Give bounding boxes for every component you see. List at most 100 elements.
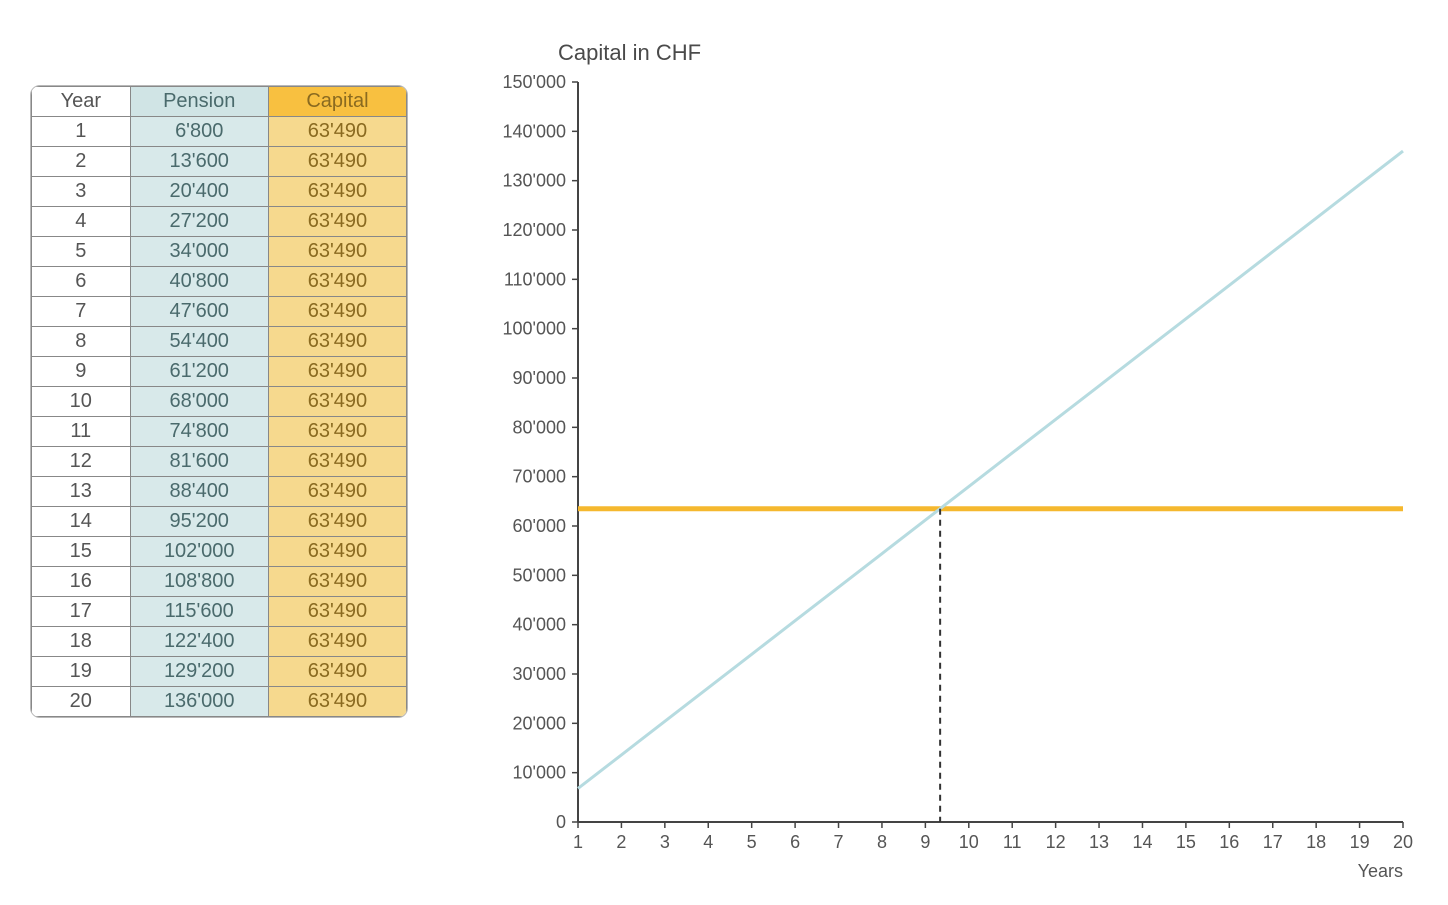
x-tick-label: 15 bbox=[1176, 832, 1196, 852]
cell-pension: 68'000 bbox=[130, 387, 268, 417]
cell-pension: 88'400 bbox=[130, 477, 268, 507]
cell-year: 6 bbox=[32, 267, 131, 297]
cell-capital: 63'490 bbox=[268, 567, 406, 597]
y-tick-label: 20'000 bbox=[513, 713, 567, 733]
chart-container: Capital in CHF 010'00020'00030'00040'000… bbox=[488, 40, 1418, 892]
table-row: 213'60063'490 bbox=[32, 147, 407, 177]
x-tick-label: 10 bbox=[959, 832, 979, 852]
cell-capital: 63'490 bbox=[268, 387, 406, 417]
cell-year: 17 bbox=[32, 597, 131, 627]
cell-pension: 54'400 bbox=[130, 327, 268, 357]
table-row: 19129'20063'490 bbox=[32, 657, 407, 687]
cell-pension: 115'600 bbox=[130, 597, 268, 627]
table-row: 427'20063'490 bbox=[32, 207, 407, 237]
cell-year: 12 bbox=[32, 447, 131, 477]
cell-year: 9 bbox=[32, 357, 131, 387]
cell-capital: 63'490 bbox=[268, 237, 406, 267]
table-row: 17115'60063'490 bbox=[32, 597, 407, 627]
table-row: 961'20063'490 bbox=[32, 357, 407, 387]
cell-year: 18 bbox=[32, 627, 131, 657]
table-row: 1388'40063'490 bbox=[32, 477, 407, 507]
table-row: 16108'80063'490 bbox=[32, 567, 407, 597]
x-tick-label: 16 bbox=[1219, 832, 1239, 852]
cell-capital: 63'490 bbox=[268, 627, 406, 657]
x-tick-label: 6 bbox=[790, 832, 800, 852]
x-tick-label: 3 bbox=[660, 832, 670, 852]
cell-year: 8 bbox=[32, 327, 131, 357]
x-tick-label: 1 bbox=[573, 832, 583, 852]
y-tick-label: 90'000 bbox=[513, 368, 567, 388]
cell-year: 2 bbox=[32, 147, 131, 177]
table-row: 16'80063'490 bbox=[32, 117, 407, 147]
cell-year: 7 bbox=[32, 297, 131, 327]
x-tick-label: 7 bbox=[834, 832, 844, 852]
header-pension: Pension bbox=[130, 87, 268, 117]
table-row: 1174'80063'490 bbox=[32, 417, 407, 447]
x-tick-label: 9 bbox=[920, 832, 930, 852]
series-pension bbox=[578, 151, 1403, 788]
x-tick-label: 14 bbox=[1132, 832, 1152, 852]
header-year: Year bbox=[32, 87, 131, 117]
cell-pension: 6'800 bbox=[130, 117, 268, 147]
table-row: 534'00063'490 bbox=[32, 237, 407, 267]
cell-year: 1 bbox=[32, 117, 131, 147]
x-tick-label: 8 bbox=[877, 832, 887, 852]
cell-capital: 63'490 bbox=[268, 537, 406, 567]
y-tick-label: 70'000 bbox=[513, 467, 567, 487]
table-row: 640'80063'490 bbox=[32, 267, 407, 297]
x-tick-label: 20 bbox=[1393, 832, 1413, 852]
cell-pension: 129'200 bbox=[130, 657, 268, 687]
cell-capital: 63'490 bbox=[268, 177, 406, 207]
cell-capital: 63'490 bbox=[268, 327, 406, 357]
x-tick-label: 18 bbox=[1306, 832, 1326, 852]
y-tick-label: 80'000 bbox=[513, 417, 567, 437]
x-tick-label: 17 bbox=[1263, 832, 1283, 852]
cell-capital: 63'490 bbox=[268, 597, 406, 627]
cell-year: 16 bbox=[32, 567, 131, 597]
y-tick-label: 50'000 bbox=[513, 565, 567, 585]
chart-title: Capital in CHF bbox=[558, 40, 1418, 66]
table-row: 747'60063'490 bbox=[32, 297, 407, 327]
cell-capital: 63'490 bbox=[268, 207, 406, 237]
cell-year: 13 bbox=[32, 477, 131, 507]
cell-capital: 63'490 bbox=[268, 447, 406, 477]
cell-pension: 27'200 bbox=[130, 207, 268, 237]
cell-capital: 63'490 bbox=[268, 117, 406, 147]
cell-pension: 102'000 bbox=[130, 537, 268, 567]
table-row: 18122'40063'490 bbox=[32, 627, 407, 657]
x-tick-label: 2 bbox=[616, 832, 626, 852]
x-axis-label: Years bbox=[1358, 861, 1403, 881]
cell-year: 19 bbox=[32, 657, 131, 687]
y-tick-label: 140'000 bbox=[502, 121, 566, 141]
cell-year: 3 bbox=[32, 177, 131, 207]
cell-year: 15 bbox=[32, 537, 131, 567]
cell-year: 5 bbox=[32, 237, 131, 267]
y-tick-label: 30'000 bbox=[513, 664, 567, 684]
table-row: 854'40063'490 bbox=[32, 327, 407, 357]
cell-year: 10 bbox=[32, 387, 131, 417]
cell-year: 11 bbox=[32, 417, 131, 447]
cell-pension: 81'600 bbox=[130, 447, 268, 477]
table-row: 320'40063'490 bbox=[32, 177, 407, 207]
y-tick-label: 150'000 bbox=[502, 72, 566, 92]
cell-capital: 63'490 bbox=[268, 477, 406, 507]
y-tick-label: 100'000 bbox=[502, 319, 566, 339]
table-row: 1068'00063'490 bbox=[32, 387, 407, 417]
cell-pension: 122'400 bbox=[130, 627, 268, 657]
cell-capital: 63'490 bbox=[268, 687, 406, 717]
x-tick-label: 12 bbox=[1046, 832, 1066, 852]
y-tick-label: 110'000 bbox=[504, 269, 566, 289]
x-tick-label: 4 bbox=[703, 832, 713, 852]
y-tick-label: 130'000 bbox=[502, 171, 566, 191]
y-tick-label: 60'000 bbox=[513, 516, 567, 536]
cell-pension: 108'800 bbox=[130, 567, 268, 597]
x-tick-label: 5 bbox=[747, 832, 757, 852]
cell-pension: 20'400 bbox=[130, 177, 268, 207]
x-tick-label: 11 bbox=[1003, 832, 1022, 852]
y-tick-label: 10'000 bbox=[513, 763, 567, 783]
x-tick-label: 13 bbox=[1089, 832, 1109, 852]
y-tick-label: 120'000 bbox=[502, 220, 566, 240]
cell-pension: 95'200 bbox=[130, 507, 268, 537]
header-capital: Capital bbox=[268, 87, 406, 117]
table-row: 1495'20063'490 bbox=[32, 507, 407, 537]
